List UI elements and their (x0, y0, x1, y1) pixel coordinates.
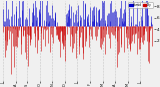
Legend: Humid, Dry: Humid, Dry (128, 2, 152, 8)
